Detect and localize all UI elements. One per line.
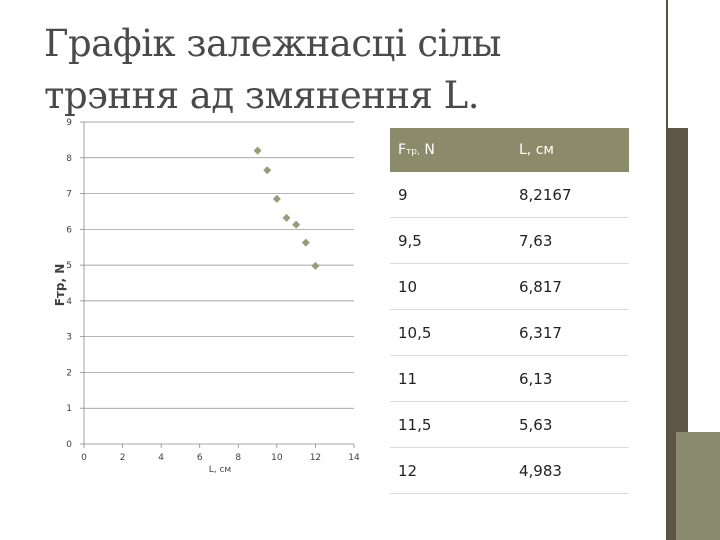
y-tick-label: 0 bbox=[66, 440, 72, 450]
data-point bbox=[292, 220, 301, 229]
y-tick-label: 7 bbox=[66, 190, 72, 200]
x-tick-label: 14 bbox=[348, 453, 360, 463]
data-point bbox=[253, 146, 262, 155]
x-tick-label: 8 bbox=[235, 453, 241, 463]
slide-title: Графік залежнасці сілы трэння ад змяненн… bbox=[44, 22, 501, 117]
cell-length: 6,317 bbox=[511, 309, 629, 356]
y-tick-label: 8 bbox=[66, 154, 72, 164]
y-axis-label: Fтр, N bbox=[53, 264, 67, 307]
data-point bbox=[301, 238, 310, 247]
header-length: L, см bbox=[511, 128, 629, 172]
x-tick-label: 6 bbox=[197, 453, 203, 463]
cell-length: 7,63 bbox=[511, 217, 629, 264]
data-points bbox=[253, 146, 320, 270]
decorative-sidebar-green bbox=[676, 432, 720, 540]
header-force-sub: тр, bbox=[406, 147, 420, 157]
cell-force: 9,5 bbox=[390, 217, 511, 264]
cell-force: 9 bbox=[390, 172, 511, 218]
data-table: Fтр, N L, см 9 8,2167 9,5 7,63 10 6,817 10,5 6,… bbox=[390, 128, 629, 494]
x-tick-labels: 0 2 4 6 8 10 12 14 bbox=[81, 453, 360, 463]
table-row: 11,5 5,63 bbox=[390, 401, 629, 448]
data-point bbox=[263, 166, 272, 175]
y-tick-labels: 0 1 2 3 4 5 6 7 8 9 bbox=[66, 118, 72, 450]
x-tick-label: 2 bbox=[120, 453, 126, 463]
y-tick-label: 3 bbox=[66, 333, 72, 343]
x-tick-label: 10 bbox=[271, 453, 283, 463]
cell-length: 6,817 bbox=[511, 263, 629, 310]
y-tick-label: 4 bbox=[66, 297, 72, 307]
y-tick-label: 2 bbox=[66, 368, 72, 378]
y-tick-label: 6 bbox=[66, 225, 72, 235]
x-tick-label: 0 bbox=[81, 453, 87, 463]
data-point bbox=[272, 194, 281, 203]
table-row: 11 6,13 bbox=[390, 355, 629, 402]
x-tick-label: 12 bbox=[310, 453, 321, 463]
table-row: 9,5 7,63 bbox=[390, 217, 629, 264]
header-force-main: F bbox=[398, 142, 407, 158]
cell-length: 5,63 bbox=[511, 401, 629, 448]
y-tick-label: 9 bbox=[66, 118, 72, 128]
chart-axes bbox=[80, 121, 355, 448]
decorative-sidebar-line bbox=[666, 0, 668, 540]
cell-force: 12 bbox=[390, 447, 511, 494]
cell-length: 4,983 bbox=[511, 447, 629, 494]
header-force-unit: N bbox=[419, 142, 435, 158]
y-tick-label: 1 bbox=[66, 404, 72, 414]
table-row: 10 6,817 bbox=[390, 263, 629, 310]
data-point bbox=[311, 261, 320, 270]
y-tick-label: 5 bbox=[66, 261, 72, 271]
table-row: 10,5 6,317 bbox=[390, 309, 629, 356]
x-axis-label: L, см bbox=[209, 465, 231, 475]
cell-force: 10 bbox=[390, 263, 511, 310]
cell-force: 10,5 bbox=[390, 309, 511, 356]
table-header-row: Fтр, N L, см bbox=[390, 128, 629, 172]
data-point bbox=[282, 213, 291, 222]
cell-force: 11,5 bbox=[390, 401, 511, 448]
header-force: Fтр, N bbox=[390, 128, 511, 172]
chart-grid bbox=[84, 121, 354, 409]
cell-force: 11 bbox=[390, 355, 511, 402]
table-row: 12 4,983 bbox=[390, 447, 629, 494]
table-body: 9 8,2167 9,5 7,63 10 6,817 10,5 6,317 11 6,13 11,5… bbox=[390, 172, 629, 494]
table-row: 9 8,2167 bbox=[390, 172, 629, 218]
cell-length: 6,13 bbox=[511, 355, 629, 402]
cell-length: 8,2167 bbox=[511, 172, 629, 218]
x-tick-label: 4 bbox=[158, 453, 164, 463]
